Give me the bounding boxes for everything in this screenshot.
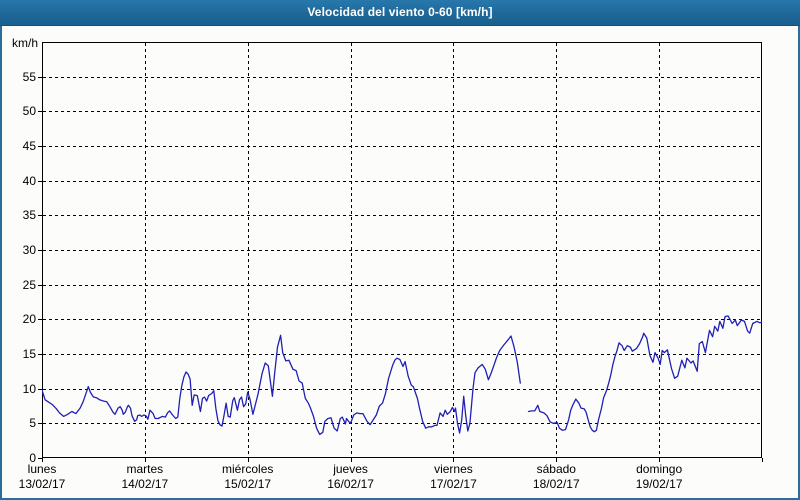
x-axis-tick	[556, 458, 557, 462]
wind-speed-line-chart	[42, 42, 762, 458]
y-axis-tick-label: 30	[22, 243, 36, 257]
y-axis-unit-label: km/h	[11, 36, 38, 50]
day-name: jueves	[333, 462, 368, 476]
y-axis-tick	[38, 111, 42, 112]
x-axis-day-label: sábado 18/02/17	[501, 462, 611, 492]
day-name: domingo	[636, 462, 683, 476]
chart-title-bar: Velocidad del viento 0-60 [km/h]	[0, 0, 800, 26]
x-axis-day-label: lunes 13/02/17	[0, 462, 97, 492]
x-axis-tick	[453, 458, 454, 462]
y-axis-tick	[38, 77, 42, 78]
day-date: 19/02/17	[635, 477, 683, 491]
x-axis-day-label: viernes 17/02/17	[398, 462, 508, 492]
y-axis-tick-label: 35	[22, 208, 36, 222]
day-name: miércoles	[222, 462, 274, 476]
x-axis-tick	[145, 458, 146, 462]
y-axis-tick-label: 45	[22, 139, 36, 153]
day-name: sábado	[536, 462, 576, 476]
y-axis-tick-label: 50	[22, 104, 36, 118]
y-axis-tick	[38, 215, 42, 216]
plot-area	[42, 42, 762, 458]
y-axis-tick-label: 10	[22, 382, 36, 396]
day-date: 15/02/17	[224, 477, 272, 491]
y-axis-tick-label: 0	[29, 451, 36, 465]
day-date: 18/02/17	[532, 477, 580, 491]
y-axis-tick-label: 20	[22, 312, 36, 326]
day-name: martes	[126, 462, 164, 476]
x-axis-tick	[762, 458, 763, 462]
y-axis-tick	[38, 250, 42, 251]
day-date: 14/02/17	[121, 477, 169, 491]
x-axis-tick	[248, 458, 249, 462]
y-axis-tick-label: 40	[22, 174, 36, 188]
y-axis-tick-label: 55	[22, 70, 36, 84]
x-axis-day-label: jueves 16/02/17	[296, 462, 406, 492]
x-axis-day-label: martes 14/02/17	[90, 462, 200, 492]
y-axis-tick	[38, 389, 42, 390]
x-axis-day-label: domingo 19/02/17	[604, 462, 714, 492]
day-date: 13/02/17	[18, 477, 66, 491]
x-axis-tick	[42, 458, 43, 462]
y-axis-tick	[38, 354, 42, 355]
y-axis-tick	[38, 285, 42, 286]
y-axis-tick	[38, 423, 42, 424]
x-axis-tick	[659, 458, 660, 462]
y-axis-tick	[38, 319, 42, 320]
y-axis-tick-label: 15	[22, 347, 36, 361]
y-axis-tick	[38, 181, 42, 182]
x-axis-day-label: miércoles 15/02/17	[193, 462, 303, 492]
y-axis-tick	[38, 146, 42, 147]
y-axis-tick-label: 5	[29, 416, 36, 430]
day-name: viernes	[434, 462, 473, 476]
chart-title: Velocidad del viento 0-60 [km/h]	[307, 5, 493, 19]
day-date: 17/02/17	[430, 477, 477, 491]
x-axis-tick	[351, 458, 352, 462]
day-name: lunes	[27, 462, 57, 476]
day-date: 16/02/17	[327, 477, 374, 491]
y-axis-tick	[38, 458, 42, 459]
y-axis-tick-label: 25	[22, 278, 36, 292]
